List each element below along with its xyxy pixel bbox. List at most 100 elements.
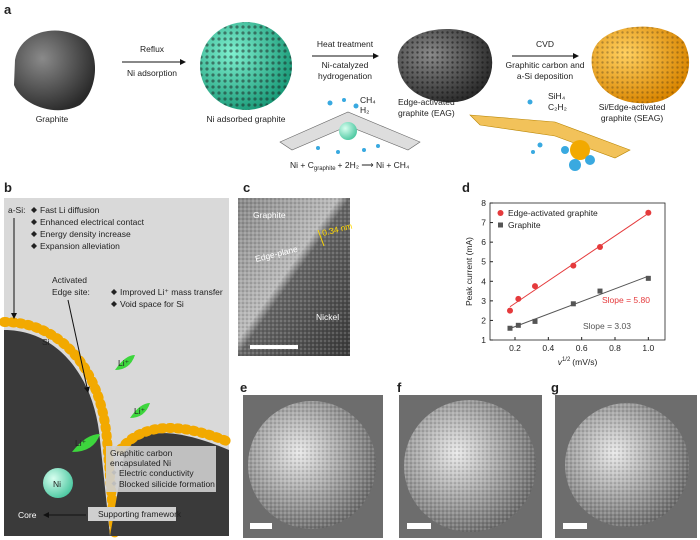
- label: Reflux: [140, 44, 165, 54]
- x-tick-label: 0.8: [609, 343, 621, 353]
- eq-part: Ni + C: [290, 160, 314, 170]
- graphite-particle: [14, 30, 96, 111]
- y-tick-label: 3: [481, 296, 486, 306]
- x-axis-label: v1/2 (mV/s): [558, 357, 598, 367]
- fit-line: [509, 212, 649, 308]
- label: Ni-catalyzed: [322, 60, 369, 70]
- label: Nickel: [316, 312, 339, 322]
- graphene-sheet: [469, 114, 631, 159]
- point: [507, 307, 513, 314]
- ni-sphere: [339, 122, 357, 140]
- point: [515, 322, 521, 328]
- label: Supporting framework: [98, 509, 182, 519]
- formula: C₂H₂: [548, 102, 567, 112]
- label: Ni: [53, 479, 61, 489]
- label: Heat treatment: [317, 39, 374, 49]
- legend-marker: [498, 222, 503, 228]
- plot-frame: [489, 202, 666, 341]
- bullet-text: Void space for Si: [120, 299, 184, 309]
- label: graphite (SEAG): [601, 113, 664, 123]
- label: Graphite: [36, 114, 69, 124]
- sem-texture: [248, 401, 376, 529]
- panel-label: b: [4, 180, 12, 195]
- panel-label: d: [462, 180, 470, 195]
- ni-box: [106, 446, 216, 492]
- core: [4, 330, 110, 536]
- li-label: Li⁺: [134, 406, 146, 416]
- sem-texture: [404, 400, 536, 532]
- y-tick-label: 7: [481, 218, 486, 228]
- point: [570, 262, 577, 269]
- point: [570, 301, 576, 307]
- point: [507, 325, 513, 331]
- bullet-text: Improved Li⁺ mass transfer: [120, 287, 223, 297]
- bullet-text: Electric conductivity: [119, 468, 194, 478]
- point: [645, 275, 651, 281]
- chart: 1 2 3 4 5 6 7 8 0.2 0.4 0.6 0.8 1.0 Peak current (mA)…: [464, 198, 666, 367]
- sem-texture: [565, 403, 689, 527]
- point: [597, 244, 603, 251]
- spacing-marker: [317, 229, 325, 247]
- framework-box: [88, 507, 176, 521]
- formula: H₂: [360, 105, 369, 115]
- formula: SiH₄: [548, 91, 566, 101]
- li-label: Li⁺: [75, 438, 87, 448]
- equation: Ni + Cgraphite + 2H₂ ⟶ Ni + CH₄: [290, 160, 410, 172]
- label: Graphite: [253, 210, 286, 220]
- label: Ni adsorption: [127, 68, 177, 78]
- y-tick-label: 6: [481, 237, 486, 247]
- label: CVD: [536, 39, 554, 49]
- annotation: Slope = 5.80: [602, 295, 650, 305]
- tem-noise: [238, 198, 350, 356]
- label: Graphitic carbon and: [506, 60, 585, 70]
- y-tick-label: 4: [481, 276, 486, 286]
- ni-sphere: [43, 468, 73, 498]
- x-tick-label: 0.4: [542, 343, 554, 353]
- label: Edge-activated: [398, 97, 455, 107]
- seag-holes: [591, 26, 690, 104]
- point: [532, 318, 538, 324]
- y-axis-label: Peak current (mA): [464, 237, 474, 306]
- x-label-sup: 1/2: [562, 357, 571, 363]
- y-tick-label: 1: [481, 335, 486, 345]
- label: Si: [42, 337, 50, 347]
- x-tick-label: 1.0: [642, 343, 654, 353]
- eq-part: + 2H₂ ⟶ Ni + CH₄: [338, 160, 410, 170]
- si-layer: [0, 317, 120, 540]
- y-tick-label: 8: [481, 198, 486, 208]
- annotation: Slope = 3.03: [583, 321, 631, 331]
- x-label-var: v: [558, 357, 563, 367]
- li-label: Li⁺: [118, 358, 130, 368]
- bullet-text: Enhanced electrical contact: [40, 217, 145, 227]
- scale-bar: [563, 523, 587, 529]
- formula: CH₄: [360, 95, 376, 105]
- point: [532, 283, 538, 290]
- bullet-text: Energy density increase: [40, 229, 131, 239]
- label: encapsulated Ni: [110, 458, 171, 468]
- graphene-sheet: [279, 111, 421, 151]
- x-tick-label: 0.2: [509, 343, 521, 353]
- scale-bar: [250, 523, 272, 529]
- label: hydrogenation: [318, 71, 372, 81]
- label: a-Si:: [8, 205, 25, 215]
- x-tick-label: 0.6: [576, 343, 588, 353]
- point: [645, 209, 652, 216]
- point: [597, 288, 603, 294]
- ni-dots: [200, 22, 292, 110]
- bullet-text: Fast Li diffusion: [40, 205, 100, 215]
- li-ion: [72, 355, 150, 452]
- panel-label: f: [397, 380, 402, 395]
- legend-label: Graphite: [508, 220, 541, 230]
- label: Activated: [52, 275, 87, 285]
- legend-label: Edge-activated graphite: [508, 208, 598, 218]
- y-tick-label: 2: [481, 315, 486, 325]
- arrow: [67, 299, 90, 393]
- si-layer: [115, 423, 234, 455]
- eag-holes: [397, 28, 493, 103]
- point: [515, 295, 522, 302]
- panel-label: a: [4, 2, 12, 17]
- legend-marker: [497, 210, 504, 216]
- x-label-unit: (mV/s): [572, 357, 597, 367]
- molecules: [527, 99, 595, 171]
- eq-sub: graphite: [314, 166, 336, 172]
